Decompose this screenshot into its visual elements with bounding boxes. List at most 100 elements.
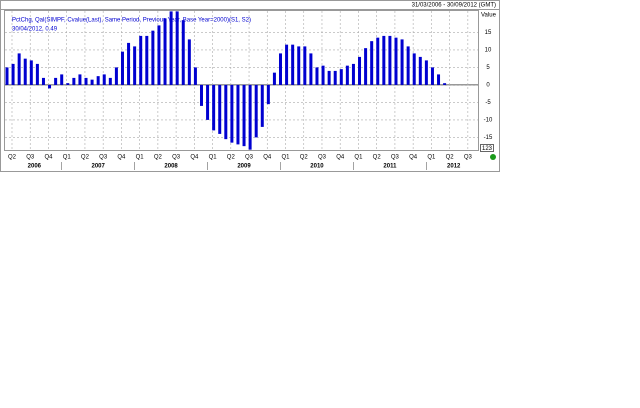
y-tick-label: -5 — [485, 100, 491, 106]
year-label: 2008 — [164, 164, 178, 170]
bar — [272, 72, 276, 85]
bar — [297, 46, 301, 85]
bar — [5, 67, 9, 85]
bar — [437, 74, 441, 85]
bar — [175, 11, 179, 85]
y-tick-label: -15 — [484, 135, 493, 141]
bar — [187, 39, 191, 85]
x-tick-label: Q1 — [427, 155, 436, 161]
bar — [236, 84, 240, 145]
bar — [315, 67, 319, 85]
bar — [230, 84, 234, 143]
status-dot — [490, 154, 496, 160]
bar — [327, 70, 331, 85]
bar — [206, 84, 210, 120]
year-label: 2011 — [383, 164, 397, 170]
bar — [48, 84, 52, 89]
x-tick-label: Q2 — [373, 155, 382, 161]
bar — [127, 42, 131, 85]
legend-entry: PctChg, Qal(SIMPF, Cvalue(Last), Same Pe… — [12, 18, 251, 24]
x-tick-label: Q4 — [263, 155, 272, 161]
x-tick-label: Q2 — [8, 155, 17, 161]
year-label: 2007 — [91, 164, 105, 170]
bar — [358, 56, 362, 85]
bar — [303, 46, 307, 85]
x-tick-label: Q2 — [154, 155, 163, 161]
bar — [400, 39, 404, 85]
bar — [169, 11, 173, 85]
year-label: 2010 — [310, 164, 324, 170]
bar — [41, 77, 45, 85]
bar — [266, 84, 270, 105]
bar — [218, 84, 222, 134]
x-tick-label: Q3 — [172, 155, 181, 161]
bar — [84, 77, 88, 85]
bar — [430, 67, 434, 85]
bar — [424, 60, 428, 85]
bar — [108, 77, 112, 85]
year-label: 2012 — [447, 164, 461, 170]
bar — [418, 56, 422, 85]
bar — [114, 67, 118, 85]
bar — [90, 79, 94, 85]
badge-box — [480, 144, 494, 152]
x-tick-label: Q1 — [281, 155, 290, 161]
bar — [151, 30, 155, 85]
bar — [23, 58, 27, 85]
y-tick-label: 10 — [485, 47, 492, 53]
bar — [17, 53, 21, 85]
x-tick-label: Q2 — [300, 155, 309, 161]
x-tick-label: Q4 — [336, 155, 345, 161]
x-tick-label: Q2 — [81, 155, 90, 161]
bar — [102, 74, 106, 85]
bar — [11, 63, 15, 85]
bar — [248, 84, 252, 150]
y-tick-label: 0 — [486, 82, 490, 88]
bar — [412, 53, 416, 85]
x-tick-label: Q2 — [446, 155, 455, 161]
x-tick-label: Q4 — [190, 155, 199, 161]
x-tick-label: Q3 — [464, 155, 473, 161]
bar — [443, 83, 447, 85]
bar — [54, 77, 58, 85]
bar — [29, 60, 33, 85]
bar — [279, 53, 283, 85]
x-tick-label: Q1 — [354, 155, 363, 161]
x-tick-label: Q4 — [409, 155, 418, 161]
y-tick-label: 5 — [486, 65, 490, 71]
badge: 123 — [482, 146, 493, 152]
bar — [193, 67, 197, 85]
bar — [157, 25, 161, 85]
bar — [35, 63, 39, 85]
date-range: 31/03/2006 - 30/09/2012 (GMT) — [412, 3, 496, 9]
x-tick-label: Q3 — [26, 155, 35, 161]
bar — [321, 65, 325, 85]
y-tick-label: 15 — [485, 30, 492, 36]
bar — [333, 70, 337, 85]
bar — [199, 84, 203, 106]
bar — [285, 44, 289, 85]
x-tick-label: Q3 — [391, 155, 400, 161]
bar — [66, 83, 70, 85]
x-tick-label: Q1 — [63, 155, 72, 161]
bar — [291, 44, 295, 85]
annotation: 30/04/2012, 0.49 — [12, 27, 58, 33]
year-label: 2006 — [28, 164, 42, 170]
year-label: 2009 — [237, 164, 251, 170]
bar — [351, 63, 355, 85]
bar — [309, 53, 313, 85]
bar — [96, 76, 100, 85]
bar — [212, 84, 216, 131]
bar — [78, 74, 82, 85]
bar — [224, 84, 228, 140]
bar — [260, 84, 264, 127]
x-tick-label: Q2 — [227, 155, 236, 161]
bar — [72, 77, 76, 85]
bar — [382, 35, 386, 85]
x-tick-label: Q1 — [136, 155, 145, 161]
bar — [370, 41, 374, 85]
x-tick-label: Q3 — [245, 155, 254, 161]
bar — [133, 46, 137, 85]
bar — [163, 18, 167, 85]
